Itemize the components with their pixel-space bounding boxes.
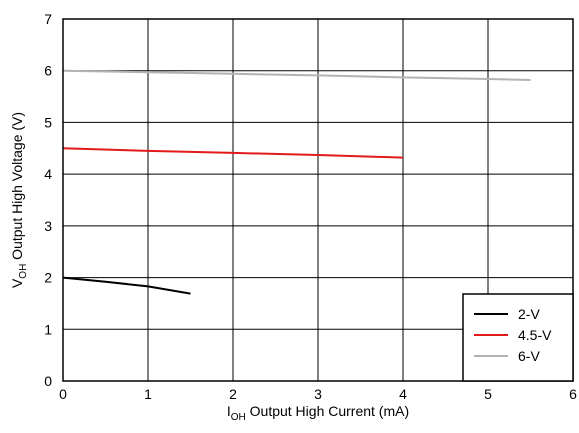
y-tick-label: 4 bbox=[44, 166, 52, 182]
axis-title-main: V bbox=[9, 278, 25, 288]
tick-labels: 0 1 2 3 4 5 6 0 1 2 3 4 5 6 7 bbox=[44, 11, 577, 402]
series-line-4.5-v bbox=[62, 147, 404, 159]
axis-title-rest: Output High Current (mA) bbox=[246, 403, 409, 419]
y-tick-label: 0 bbox=[44, 373, 52, 389]
y-tick-label: 3 bbox=[44, 218, 52, 234]
y-tick-label: 1 bbox=[44, 321, 52, 337]
y-tick-label: 6 bbox=[44, 63, 52, 79]
legend-label: 2-V bbox=[518, 306, 540, 322]
x-tick-label: 3 bbox=[314, 386, 322, 402]
y-tick-label: 5 bbox=[44, 114, 52, 130]
x-tick-label: 0 bbox=[59, 386, 67, 402]
x-axis-title: IOH Output High Current (mA) bbox=[227, 403, 409, 423]
legend-label: 6-V bbox=[518, 348, 540, 364]
y-axis-title: VOH Output High Voltage (V) bbox=[9, 112, 29, 288]
series-line-6-v bbox=[62, 69, 531, 81]
x-tick-label: 1 bbox=[144, 386, 152, 402]
plot-area-border bbox=[62, 18, 574, 382]
x-tick-label: 4 bbox=[399, 386, 407, 402]
axis-title-main: I bbox=[227, 403, 231, 419]
legend-box bbox=[462, 293, 574, 382]
series-lines bbox=[62, 69, 531, 295]
x-tick-label: 2 bbox=[229, 386, 237, 402]
series-line-2-v bbox=[62, 276, 191, 295]
axis-title-rest: Output High Voltage (V) bbox=[9, 112, 25, 264]
x-tick-label: 6 bbox=[569, 386, 577, 402]
legend: 2-V 4.5-V 6-V bbox=[462, 293, 574, 382]
x-tick-label: 5 bbox=[484, 386, 492, 402]
y-tick-label: 2 bbox=[44, 270, 52, 286]
axis-title-subscript: OH bbox=[18, 264, 29, 279]
y-tick-label: 7 bbox=[44, 11, 52, 27]
axis-title-subscript: OH bbox=[231, 412, 246, 423]
grid bbox=[63, 19, 573, 381]
legend-label: 4.5-V bbox=[518, 327, 552, 343]
